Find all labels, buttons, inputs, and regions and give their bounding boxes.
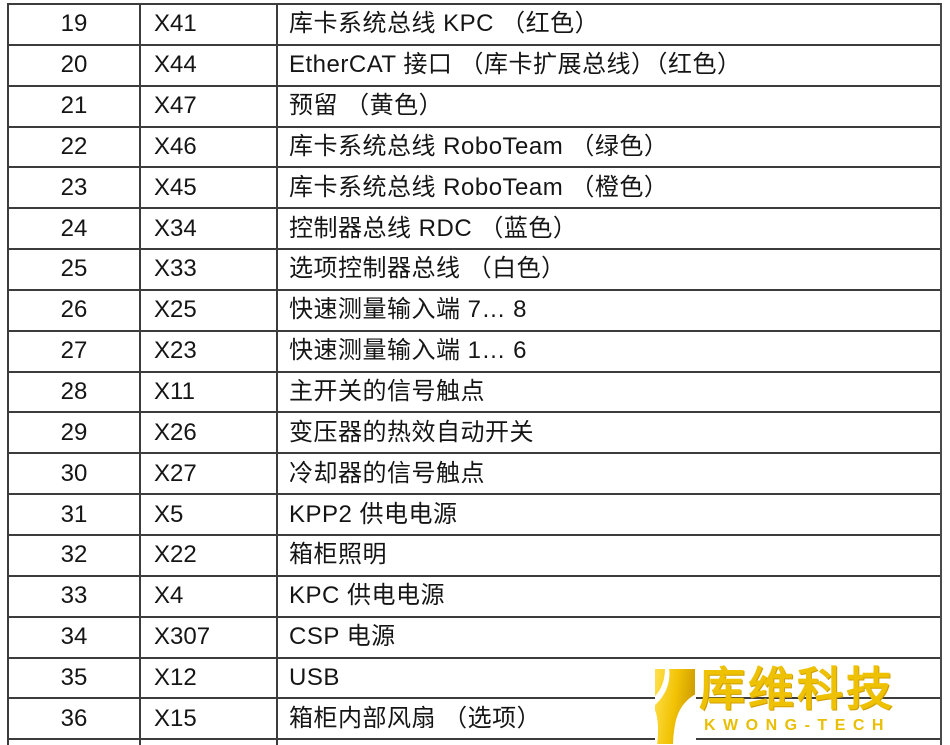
table-row: 19 X41 库卡系统总线 KPC （红色） — [9, 5, 940, 46]
table-cell-number — [9, 740, 141, 745]
connector-table: 19 X41 库卡系统总线 KPC （红色） 20 X44 EtherCAT 接… — [7, 3, 942, 745]
table-cell-description: 快速测量输入端 1… 6 — [289, 337, 528, 365]
table-cell-description: 选项控制器总线 （白色） — [289, 255, 566, 283]
table-cell-connector: X45 — [141, 168, 278, 208]
table-cell-connector: X23 — [141, 331, 278, 371]
table-cell-connector: X4 — [141, 576, 278, 616]
table-cell-number: 36 — [9, 699, 141, 739]
table-cell-number: 20 — [9, 45, 141, 85]
table-cell-number: 30 — [9, 454, 141, 494]
table-row-partial — [9, 740, 940, 745]
table-row: 35 X12 USB — [9, 658, 940, 700]
table-row: 30 X27 冷却器的信号触点 — [9, 454, 940, 496]
table-cell-description: 箱柜照明 — [289, 541, 387, 569]
connector-table-body: 19 X41 库卡系统总线 KPC （红色） 20 X44 EtherCAT 接… — [9, 5, 940, 741]
table-row: 31 X5 KPP2 供电电源 — [9, 495, 940, 536]
table-row: 36 X15 箱柜内部风扇 （选项） — [9, 699, 940, 741]
table-cell-connector: X47 — [141, 86, 278, 126]
table-cell-description: USB — [289, 663, 340, 691]
table-cell-number: 32 — [9, 535, 141, 575]
table-cell-connector: X34 — [141, 209, 278, 249]
table-cell-number: 25 — [9, 250, 141, 289]
table-cell-description: 库卡系统总线 RoboTeam （绿色） — [289, 132, 669, 160]
table-cell-description: KPP2 供电电源 — [289, 500, 458, 528]
table-cell-number: 28 — [9, 372, 141, 412]
table-cell-description: 主开关的信号触点 — [289, 378, 485, 406]
table-cell-number: 27 — [9, 331, 141, 371]
table-cell-connector: X27 — [141, 454, 278, 494]
table-cell-connector: X33 — [141, 250, 278, 289]
table-cell-description: 变压器的热效自动开关 — [289, 418, 534, 446]
table-cell-connector: X25 — [141, 290, 278, 330]
table-cell-description: 控制器总线 RDC （蓝色） — [289, 214, 578, 242]
table-cell-number: 26 — [9, 290, 141, 330]
table-cell-connector: X41 — [141, 5, 278, 44]
table-cell-number: 19 — [9, 5, 141, 44]
table-row: 20 X44 EtherCAT 接口 （库卡扩展总线）（红色） — [9, 45, 940, 87]
table-cell-number: 33 — [9, 576, 141, 616]
table-cell-connector: X307 — [141, 617, 278, 657]
table-row: 25 X33 选项控制器总线 （白色） — [9, 250, 940, 291]
table-row: 26 X25 快速测量输入端 7… 8 — [9, 290, 940, 332]
table-row: 28 X11 主开关的信号触点 — [9, 372, 940, 414]
table-row: 33 X4 KPC 供电电源 — [9, 576, 940, 618]
table-cell-connector: X44 — [141, 45, 278, 85]
table-cell-description: 库卡系统总线 KPC （红色） — [289, 10, 600, 38]
table-cell-description: 预留 （黄色） — [289, 92, 444, 120]
table-cell-description: EtherCAT 接口 （库卡扩展总线）（红色） — [289, 51, 742, 79]
table-cell-description: CSP 电源 — [289, 623, 396, 651]
table-cell-description — [278, 740, 940, 745]
table-row: 29 X26 变压器的热效自动开关 — [9, 413, 940, 455]
table-cell-description: KPC 供电电源 — [289, 582, 446, 610]
table-cell-connector: X15 — [141, 699, 278, 739]
table-cell-number: 23 — [9, 168, 141, 208]
table-cell-number: 31 — [9, 495, 141, 534]
table-cell-description: 快速测量输入端 7… 8 — [289, 296, 528, 324]
table-row: 34 X307 CSP 电源 — [9, 617, 940, 659]
table-row: 27 X23 快速测量输入端 1… 6 — [9, 331, 940, 373]
table-cell-connector — [141, 740, 278, 745]
table-row: 21 X47 预留 （黄色） — [9, 86, 940, 128]
table-cell-connector: X5 — [141, 495, 278, 534]
table-row: 22 X46 库卡系统总线 RoboTeam （绿色） — [9, 127, 940, 169]
table-cell-description: 库卡系统总线 RoboTeam （橙色） — [289, 173, 669, 201]
table-cell-number: 21 — [9, 86, 141, 126]
table-cell-connector: X46 — [141, 127, 278, 167]
table-cell-description: 冷却器的信号触点 — [289, 459, 485, 487]
table-row: 24 X34 控制器总线 RDC （蓝色） — [9, 209, 940, 251]
table-cell-connector: X22 — [141, 535, 278, 575]
table-cell-number: 22 — [9, 127, 141, 167]
table-cell-connector: X11 — [141, 372, 278, 412]
table-cell-number: 29 — [9, 413, 141, 453]
table-row: 23 X45 库卡系统总线 RoboTeam （橙色） — [9, 168, 940, 210]
table-cell-number: 35 — [9, 658, 141, 698]
table-cell-number: 34 — [9, 617, 141, 657]
table-cell-connector: X12 — [141, 658, 278, 698]
table-cell-description: 箱柜内部风扇 （选项） — [289, 704, 542, 732]
table-cell-number: 24 — [9, 209, 141, 249]
table-row: 32 X22 箱柜照明 — [9, 535, 940, 577]
table-cell-connector: X26 — [141, 413, 278, 453]
